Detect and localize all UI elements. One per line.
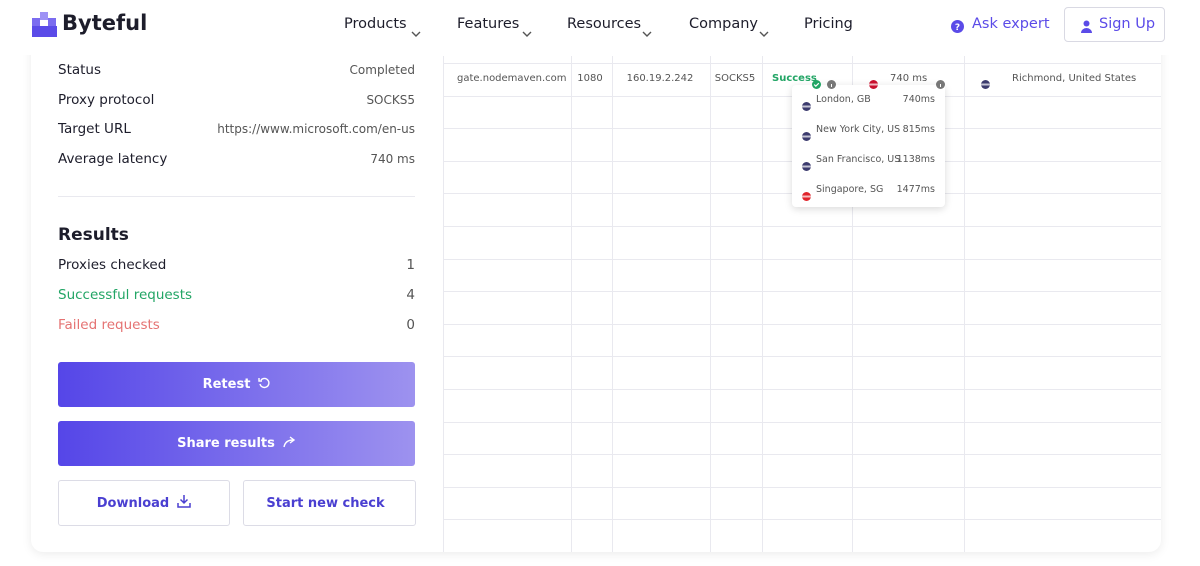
latency-tooltip: London, GB 740ms New York City, US 815ms San… — [792, 85, 945, 207]
chevron — [522, 22, 532, 41]
info-icon — [827, 74, 836, 93]
results-label: Failed requests — [58, 317, 160, 333]
tooltip-location: London, GB — [816, 94, 871, 105]
column-line — [710, 56, 711, 552]
nav-item[interactable]: Products — [344, 16, 407, 32]
summary-label: Target URL — [58, 121, 131, 137]
retest-button-label: Retest — [202, 377, 251, 392]
nav-item[interactable]: Pricing — [804, 16, 853, 32]
row-line — [444, 63, 1161, 64]
flag — [802, 96, 811, 115]
summary-label: Proxy protocol — [58, 92, 155, 108]
column-line — [852, 56, 853, 552]
flag — [869, 74, 878, 93]
row-line — [444, 324, 1161, 325]
divider — [58, 196, 415, 197]
retest-button[interactable]: Retest — [58, 362, 415, 407]
row-line — [444, 259, 1161, 260]
row-line — [444, 422, 1161, 423]
flag — [981, 74, 990, 93]
chevron — [411, 22, 421, 41]
share-button-label: Share results — [177, 436, 275, 451]
new-check-button-label: Start new check — [266, 495, 385, 511]
tooltip-latency: 1477ms — [896, 184, 935, 195]
tooltip-latency: 815ms — [902, 124, 935, 135]
nav-item[interactable]: Company — [689, 16, 758, 32]
row-line — [444, 291, 1161, 292]
nav-item[interactable]: Features — [457, 16, 520, 32]
table-cell: SOCKS5 — [714, 73, 756, 84]
new-check-button[interactable]: Start new check — [243, 480, 416, 526]
summary-value: 740 ms — [370, 152, 415, 166]
row-line — [444, 226, 1161, 227]
share-button[interactable]: Share results — [58, 421, 415, 466]
column-line — [762, 56, 763, 552]
sign-up-label: Sign Up — [1099, 16, 1156, 32]
row-line — [444, 356, 1161, 357]
brand[interactable]: Byteful — [62, 11, 148, 35]
row-line — [444, 389, 1161, 390]
summary-value: SOCKS5 — [366, 93, 415, 107]
header: Byteful Products Features Resources Company P… — [0, 0, 1200, 55]
results-title: Results — [58, 225, 129, 245]
column-line — [571, 56, 572, 552]
table-cell: 1080 — [577, 73, 603, 84]
icon — [283, 435, 296, 452]
summary-label: Average latency — [58, 151, 168, 167]
summary-value: Completed — [349, 63, 415, 77]
chevron — [759, 22, 769, 41]
download-button[interactable]: Download — [58, 480, 230, 526]
icon — [177, 494, 191, 512]
summary-label: Status — [58, 62, 102, 78]
info-icon — [936, 74, 945, 93]
tooltip-latency: 740ms — [902, 94, 935, 105]
success-icon — [812, 74, 821, 93]
table-cell: 160.19.2.242 — [626, 73, 694, 84]
row-line — [444, 487, 1161, 488]
table-cell: Richmond, United States — [1012, 73, 1137, 84]
download-button-label: Download — [96, 495, 170, 511]
icon — [258, 377, 270, 393]
tooltip-location: San Francisco, US — [816, 154, 901, 165]
summary-value: https://www.microsoft.com/en-us — [217, 122, 415, 136]
help-icon: ? — [951, 18, 964, 37]
results-value: 4 — [406, 287, 415, 303]
tooltip-location: New York City, US — [816, 124, 901, 135]
row-line — [444, 454, 1161, 455]
column-line — [612, 56, 613, 552]
column-line — [964, 56, 965, 552]
tooltip-latency: 1138ms — [896, 154, 935, 165]
ask-expert[interactable]: Ask expert — [972, 16, 1050, 32]
table-cell: 740 ms — [890, 73, 928, 84]
row-line — [444, 519, 1161, 520]
results-value: 0 — [406, 317, 415, 333]
user-icon — [1081, 18, 1092, 37]
table-cell: Success — [772, 73, 817, 84]
sign-up-button[interactable]: Sign Up — [1064, 7, 1165, 42]
results-label: Successful requests — [58, 287, 193, 303]
tooltip-location: Singapore, SG — [816, 184, 884, 195]
svg-text:?: ? — [955, 23, 960, 33]
table-cell: gate.nodemaven.com — [457, 73, 567, 84]
logo-icon — [32, 12, 57, 41]
chevron — [642, 22, 652, 41]
nav-item[interactable]: Resources — [567, 16, 642, 32]
results-value: 1 — [406, 257, 415, 273]
flag — [802, 126, 811, 145]
flag — [802, 156, 811, 175]
results-label: Proxies checked — [58, 257, 167, 273]
flag — [802, 186, 811, 205]
